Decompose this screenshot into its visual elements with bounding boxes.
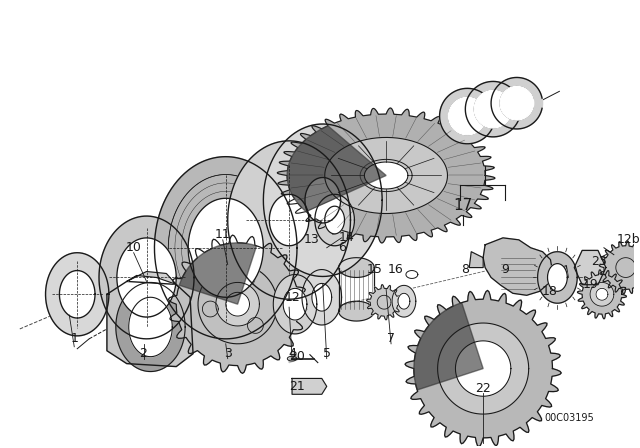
Polygon shape [228,141,351,299]
Text: 15: 15 [366,263,382,276]
Polygon shape [367,284,402,320]
Polygon shape [202,301,218,317]
Polygon shape [324,206,344,234]
Polygon shape [129,297,172,357]
Polygon shape [364,162,408,189]
Polygon shape [283,289,307,320]
Polygon shape [552,266,568,280]
Polygon shape [339,301,374,321]
Text: 14: 14 [339,231,355,244]
Polygon shape [547,263,567,291]
Text: 7: 7 [387,332,395,345]
Polygon shape [116,282,185,371]
Polygon shape [465,82,521,137]
Polygon shape [289,355,300,362]
Polygon shape [302,270,342,325]
Polygon shape [474,90,512,128]
Polygon shape [168,235,307,373]
Polygon shape [140,262,163,277]
Polygon shape [324,138,447,214]
Polygon shape [179,243,257,304]
Polygon shape [538,252,577,303]
Polygon shape [99,216,194,339]
Text: 2: 2 [140,347,147,360]
Polygon shape [45,253,109,336]
Text: 12b: 12b [617,233,640,246]
Text: 20: 20 [289,350,305,363]
Polygon shape [269,194,309,246]
Text: 19: 19 [582,278,598,291]
Polygon shape [398,293,410,309]
Polygon shape [248,318,263,333]
Polygon shape [107,281,193,366]
Text: 4: 4 [288,347,296,360]
Text: 1: 1 [70,332,78,345]
Text: 21: 21 [289,380,305,393]
Polygon shape [483,238,552,295]
Polygon shape [226,292,250,316]
Polygon shape [440,88,495,144]
Polygon shape [438,323,529,414]
Polygon shape [127,271,176,284]
Text: 5: 5 [323,347,331,360]
Polygon shape [216,282,259,326]
Polygon shape [414,303,483,390]
Polygon shape [263,124,382,276]
Text: 9: 9 [501,263,509,276]
Text: 3: 3 [224,347,232,360]
Text: 12: 12 [284,291,300,304]
Text: 18: 18 [541,285,557,298]
Text: 23: 23 [591,255,607,268]
Polygon shape [154,157,297,339]
Text: 17: 17 [454,198,473,213]
Polygon shape [377,295,391,309]
Polygon shape [463,349,503,388]
Text: 00C03195: 00C03195 [545,413,594,423]
Text: 8: 8 [461,263,469,276]
Text: 13: 13 [304,233,320,246]
Text: 10: 10 [125,241,141,254]
Polygon shape [491,78,543,129]
Text: 22: 22 [476,382,491,395]
Polygon shape [469,252,483,267]
Polygon shape [405,290,561,447]
Polygon shape [339,258,374,277]
Text: 11: 11 [215,228,230,241]
Polygon shape [392,285,416,317]
Polygon shape [500,86,534,120]
Polygon shape [305,177,340,223]
Text: 16: 16 [388,263,404,276]
Polygon shape [582,258,598,277]
Text: 6: 6 [338,241,346,254]
Polygon shape [188,198,263,297]
Polygon shape [277,108,495,243]
Polygon shape [315,194,355,246]
Polygon shape [577,270,627,319]
Polygon shape [616,258,636,277]
Polygon shape [198,265,277,344]
Polygon shape [60,271,95,318]
Polygon shape [599,241,640,294]
Polygon shape [456,341,511,396]
Polygon shape [239,270,255,286]
Polygon shape [292,379,326,394]
Polygon shape [287,126,386,211]
Polygon shape [312,284,332,311]
Polygon shape [590,282,614,306]
Polygon shape [449,97,486,135]
Polygon shape [596,289,608,300]
Polygon shape [574,250,606,285]
Polygon shape [117,238,176,317]
Polygon shape [273,275,317,334]
